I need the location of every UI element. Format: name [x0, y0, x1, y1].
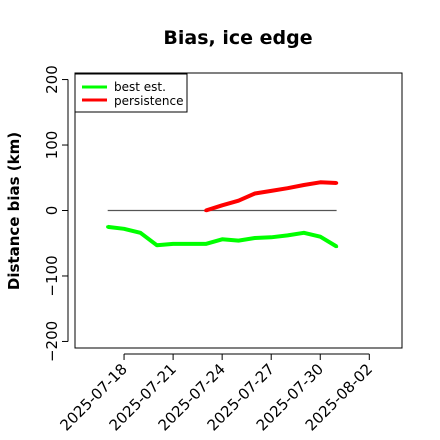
data-point-best-est — [318, 235, 322, 239]
data-point-persistence — [335, 181, 339, 185]
legend-label-best-est: best est. — [114, 80, 166, 94]
data-point-best-est — [220, 237, 224, 241]
data-point-best-est — [302, 231, 306, 235]
y-tick-label: 200 — [43, 65, 61, 94]
data-point-persistence — [302, 183, 306, 187]
data-point-best-est — [285, 233, 290, 237]
data-point-persistence — [269, 189, 273, 193]
data-point-best-est — [335, 244, 339, 249]
chart-marks — [106, 180, 339, 249]
y-tick-label: 100 — [43, 131, 61, 160]
legend-label-persistence: persistence — [114, 94, 183, 108]
data-point-persistence — [285, 186, 290, 190]
data-point-persistence — [236, 199, 241, 203]
data-point-persistence — [318, 180, 322, 184]
y-tick-label: −100 — [43, 255, 61, 296]
data-point-best-est — [155, 243, 159, 247]
data-point-best-est — [138, 231, 142, 235]
legend: best est. persistence — [74, 73, 188, 113]
data-point-persistence — [253, 191, 257, 196]
series-line-persistence — [205, 180, 337, 213]
y-tick-label: 0 — [43, 206, 61, 216]
y-axis-label: Distance bias (km) — [5, 132, 23, 290]
axes: 2001000−100−2002025-07-182025-07-212025-… — [43, 65, 376, 434]
plot-area-frame — [74, 72, 403, 349]
data-point-persistence — [220, 203, 224, 207]
data-point-best-est — [236, 239, 241, 243]
data-point-best-est — [269, 235, 273, 239]
data-point-best-est — [253, 236, 257, 240]
data-point-best-est — [122, 227, 126, 231]
legend-box — [74, 73, 188, 113]
data-point-best-est — [171, 242, 175, 246]
data-point-best-est — [204, 242, 208, 246]
data-point-best-est — [187, 242, 192, 246]
data-point-persistence — [204, 208, 208, 213]
series-line-best-est — [107, 224, 338, 249]
chart-title: Bias, ice edge — [163, 27, 312, 49]
data-point-best-est — [106, 225, 110, 229]
y-tick-label: −200 — [43, 321, 61, 362]
